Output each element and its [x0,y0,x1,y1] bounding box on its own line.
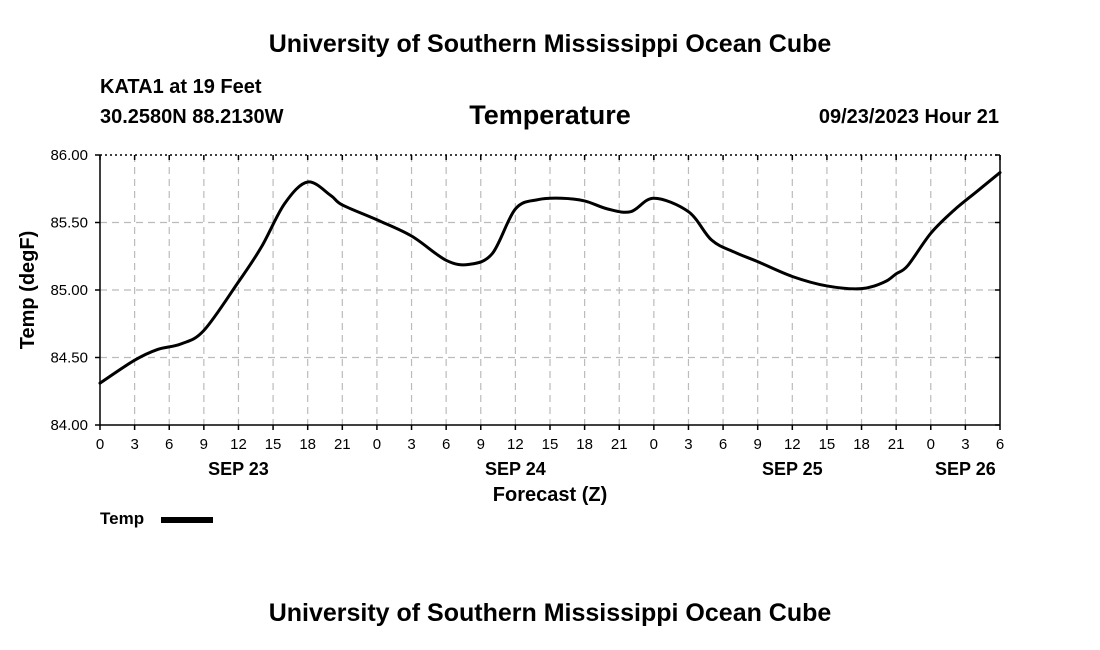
date-label: SEP 24 [485,459,546,479]
x-tick-label: 21 [334,436,351,453]
date-label: SEP 23 [208,459,269,479]
x-tick-label: 21 [888,436,905,453]
x-tick-label: 0 [96,436,104,453]
x-tick-label: 6 [442,436,450,453]
x-tick-label: 6 [996,436,1004,453]
station-label: KATA1 at 19 Feet [100,76,262,98]
y-tick-label: 85.50 [50,215,88,232]
x-tick-label: 12 [230,436,247,453]
x-tick-label: 21 [611,436,628,453]
x-axis-label: Forecast (Z) [493,484,607,506]
x-tick-label: 6 [719,436,727,453]
x-tick-label: 18 [853,436,870,453]
x-tick-label: 15 [542,436,559,453]
x-tick-label: 18 [299,436,316,453]
coordinates-label: 30.2580N 88.2130W [100,106,284,128]
series-line-temp [98,171,1002,385]
x-tick-label: 18 [576,436,593,453]
x-tick-label: 12 [507,436,524,453]
legend-swatch [161,517,213,523]
x-tick-label: 3 [130,436,138,453]
x-tick-label: 12 [784,436,801,453]
footer-title: University of Southern Mississippi Ocean… [268,599,832,627]
x-tick-label: 15 [819,436,836,453]
y-tick-label: 85.00 [50,282,88,299]
date-label: SEP 25 [762,459,823,479]
run-time-label: 09/23/2023 Hour 21 [818,106,999,128]
date-label: SEP 26 [935,459,996,479]
legend-label: Temp [100,509,145,528]
y-axis-label: Temp (degF) [17,231,39,350]
x-tick-label: 0 [927,436,935,453]
x-tick-label: 3 [961,436,969,453]
x-tick-label: 9 [754,436,762,453]
x-tick-label: 6 [165,436,173,453]
chart-title: Temperature [469,100,631,130]
x-tick-label: 0 [650,436,658,453]
x-tick-label: 3 [407,436,415,453]
x-tick-label: 0 [373,436,381,453]
page-title: University of Southern Mississippi Ocean… [268,30,832,58]
y-tick-label: 84.50 [50,350,88,367]
x-tick-label: 15 [265,436,282,453]
y-tick-label: 84.00 [50,417,88,434]
x-tick-label: 9 [477,436,485,453]
x-tick-label: 9 [200,436,208,453]
x-tick-label: 3 [684,436,692,453]
y-tick-label: 86.00 [50,147,88,164]
